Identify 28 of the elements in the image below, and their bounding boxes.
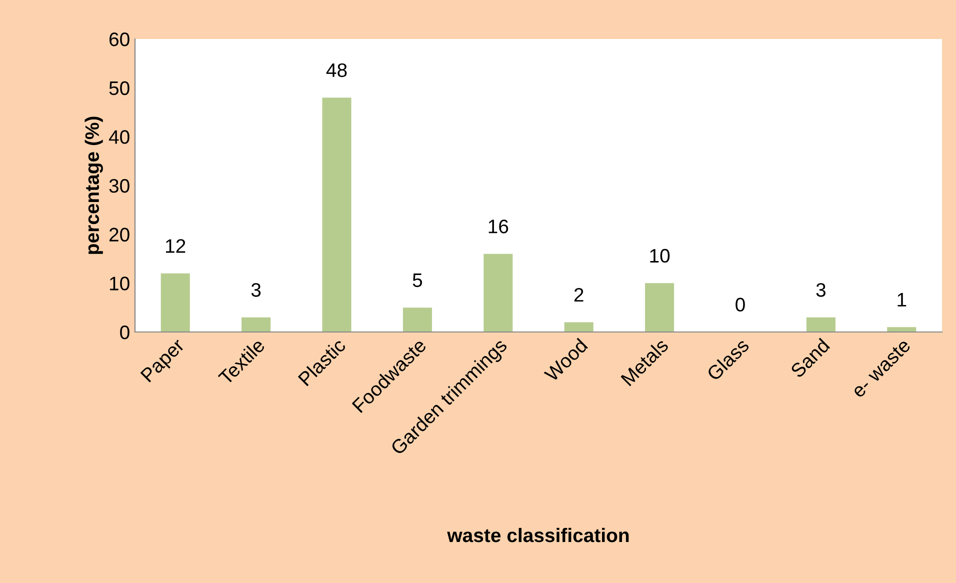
data-label: 1 — [898, 293, 906, 306]
data-label: 3 — [251, 283, 261, 297]
bar — [887, 327, 916, 332]
bar — [806, 317, 836, 332]
bar — [322, 98, 352, 332]
y-axis-title: percentage (%) — [84, 116, 103, 254]
x-axis-title: waste classification — [447, 528, 629, 542]
data-label: 5 — [412, 274, 422, 288]
data-label: 48 — [326, 63, 347, 78]
data-label: 16 — [488, 220, 508, 234]
y-tick-label: 40 — [108, 130, 130, 144]
data-label: 0 — [736, 298, 745, 312]
data-label: 12 — [166, 239, 186, 253]
bar — [160, 273, 190, 332]
data-label: 3 — [816, 283, 826, 297]
y-tick-label: 0 — [120, 325, 130, 340]
data-label: 10 — [650, 248, 670, 263]
bar — [484, 254, 513, 332]
bar — [242, 317, 271, 332]
bar — [402, 308, 432, 332]
y-tick-label: 10 — [110, 276, 130, 290]
y-tick-label: 50 — [109, 81, 130, 96]
bar — [645, 283, 674, 332]
bar — [564, 322, 594, 332]
y-tick-label: 30 — [109, 178, 130, 193]
y-tick-label: 60 — [110, 32, 130, 46]
y-tick-label: 20 — [109, 228, 130, 242]
data-label: 2 — [574, 288, 584, 302]
